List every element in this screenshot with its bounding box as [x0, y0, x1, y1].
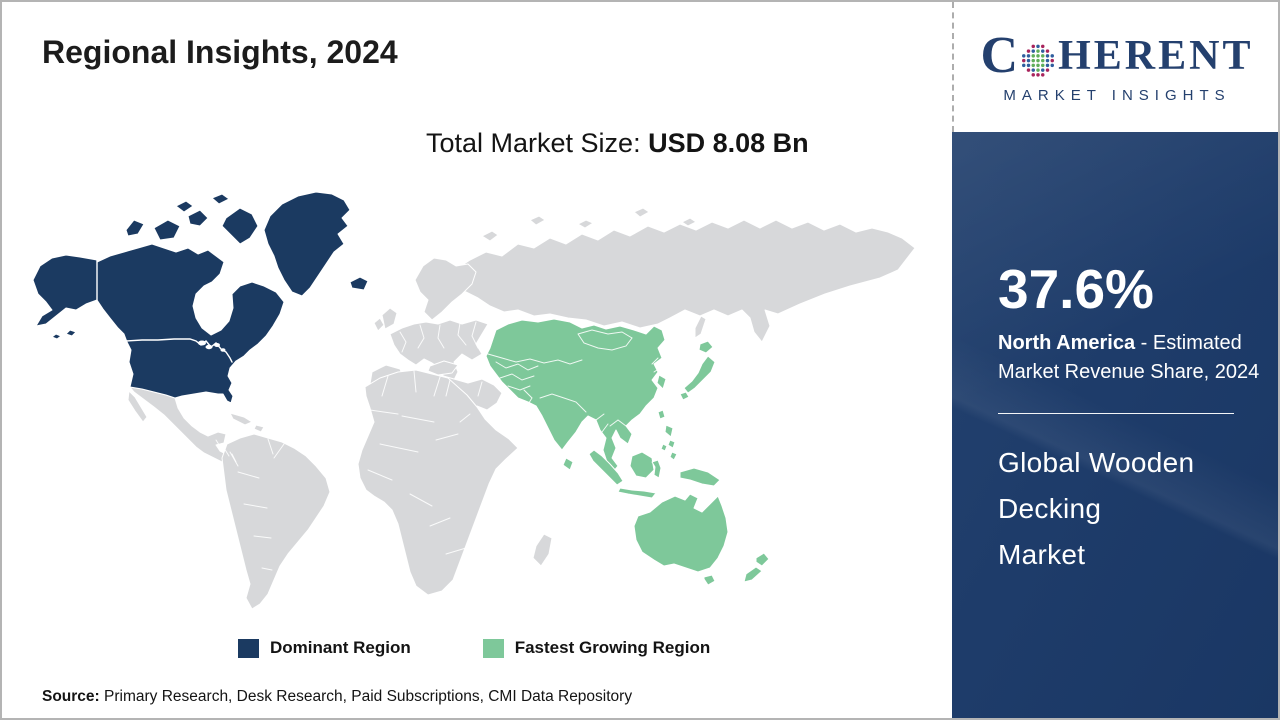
country-alaska: [32, 254, 98, 327]
country-japan-kyushu: [679, 391, 690, 401]
dotted-globe-icon: [1022, 44, 1055, 77]
sidebar-divider: [998, 413, 1234, 414]
country-ireland: [373, 317, 385, 332]
legend-item-fastest-growing: Fastest Growing Region: [482, 638, 711, 658]
country-sakhalin: [694, 315, 707, 339]
country-java: [617, 487, 657, 499]
country-japan-honshu: [683, 355, 716, 394]
logo-tagline: MARKET INSIGHTS: [1003, 87, 1231, 104]
great-lakes: [198, 340, 226, 352]
brand-logo: C HERENT: [981, 30, 1254, 82]
arctic-island: [529, 215, 546, 226]
country-new-guinea: [679, 467, 721, 487]
arctic-island-navy: [187, 209, 209, 227]
country-uk: [381, 307, 398, 330]
share-description: North America - Estimated Market Revenue…: [998, 329, 1274, 387]
country-borneo: [629, 451, 655, 479]
map-region-asia-pacific: [485, 318, 770, 586]
country-cuba: [229, 412, 253, 426]
source-line: Source: Primary Research, Desk Research,…: [42, 688, 632, 706]
country-tasmania: [703, 574, 716, 586]
world-map: [30, 182, 930, 622]
total-market-size: Total Market Size: USD 8.08 Bn: [426, 128, 809, 159]
country-philippines: [667, 439, 676, 449]
country-turkey: [427, 360, 459, 376]
country-borders-other: [215, 321, 483, 571]
country-new-zealand-south: [743, 566, 763, 583]
world-map-svg: [32, 191, 916, 610]
total-market-size-label: Total Market Size:: [426, 128, 641, 158]
country-madagascar: [532, 533, 553, 567]
country-philippines: [669, 451, 678, 461]
country-scandinavia: [414, 257, 477, 321]
arctic-island-navy: [175, 200, 194, 213]
arctic-island: [633, 207, 650, 218]
country-taiwan: [657, 409, 666, 420]
arctic-island-navy: [125, 219, 145, 237]
total-market-size-value: USD 8.08 Bn: [648, 128, 809, 158]
page-title: Regional Insights, 2024: [42, 34, 398, 70]
country-iceland: [349, 276, 369, 291]
highlight-sidebar: 37.6% North America - Estimated Market R…: [952, 132, 1278, 718]
region-africa: [357, 369, 519, 596]
logo-word-rest: HERENT: [1058, 33, 1254, 79]
country-greenland: [263, 191, 351, 297]
map-region-north-america: [32, 191, 369, 404]
country-philippines: [660, 443, 668, 452]
country-new-zealand-north: [755, 552, 770, 567]
arctic-island: [577, 219, 594, 229]
fastest-growing-region-label: Fastest Growing Region: [514, 638, 711, 657]
country-sumatra: [588, 449, 624, 486]
region-south-america: [221, 433, 331, 610]
country-baja: [127, 390, 148, 423]
country-victoria-island: [153, 219, 181, 241]
aleutian-island: [51, 333, 62, 340]
dominant-region-swatch: [238, 638, 259, 658]
source-text: Primary Research, Desk Research, Paid Su…: [104, 688, 633, 705]
country-japan-hokkaido: [698, 340, 714, 354]
country-sri-lanka: [562, 457, 574, 471]
map-legend: Dominant Region Fastest Growing Region: [238, 638, 710, 658]
arctic-island-navy: [211, 193, 230, 205]
country-canada-usa: [96, 243, 285, 404]
arctic-island: [681, 217, 697, 227]
country-australia: [633, 493, 729, 573]
fastest-growing-region-swatch: [482, 638, 504, 658]
aleutian-island: [65, 329, 77, 337]
arctic-island: [481, 230, 499, 242]
share-value: 37.6%: [998, 258, 1154, 320]
brand-logo-panel: C HERENT MARKET INSIGHTS: [952, 2, 1278, 132]
country-sulawesi: [651, 459, 662, 479]
map-region-rest-of-world: [127, 207, 916, 610]
country-philippines: [664, 424, 674, 438]
country-russia: [449, 219, 916, 343]
region-europe: [389, 319, 489, 385]
share-desc-text: - Estimated Market Revenue Share, 2024: [998, 332, 1260, 383]
logo-letter-c: C: [980, 27, 1019, 84]
country-korea: [656, 374, 667, 390]
share-region-name: North America: [998, 332, 1136, 354]
country-baffin-island: [221, 207, 259, 245]
country-hispaniola: [253, 424, 265, 433]
dominant-region-label: Dominant Region: [270, 638, 411, 657]
region-asia-mainland: [485, 318, 666, 473]
source-label: Source:: [42, 688, 100, 705]
country-borders-apac: [487, 329, 661, 433]
market-name: Global Wooden Decking Market: [998, 447, 1195, 570]
legend-item-dominant: Dominant Region: [238, 638, 411, 658]
